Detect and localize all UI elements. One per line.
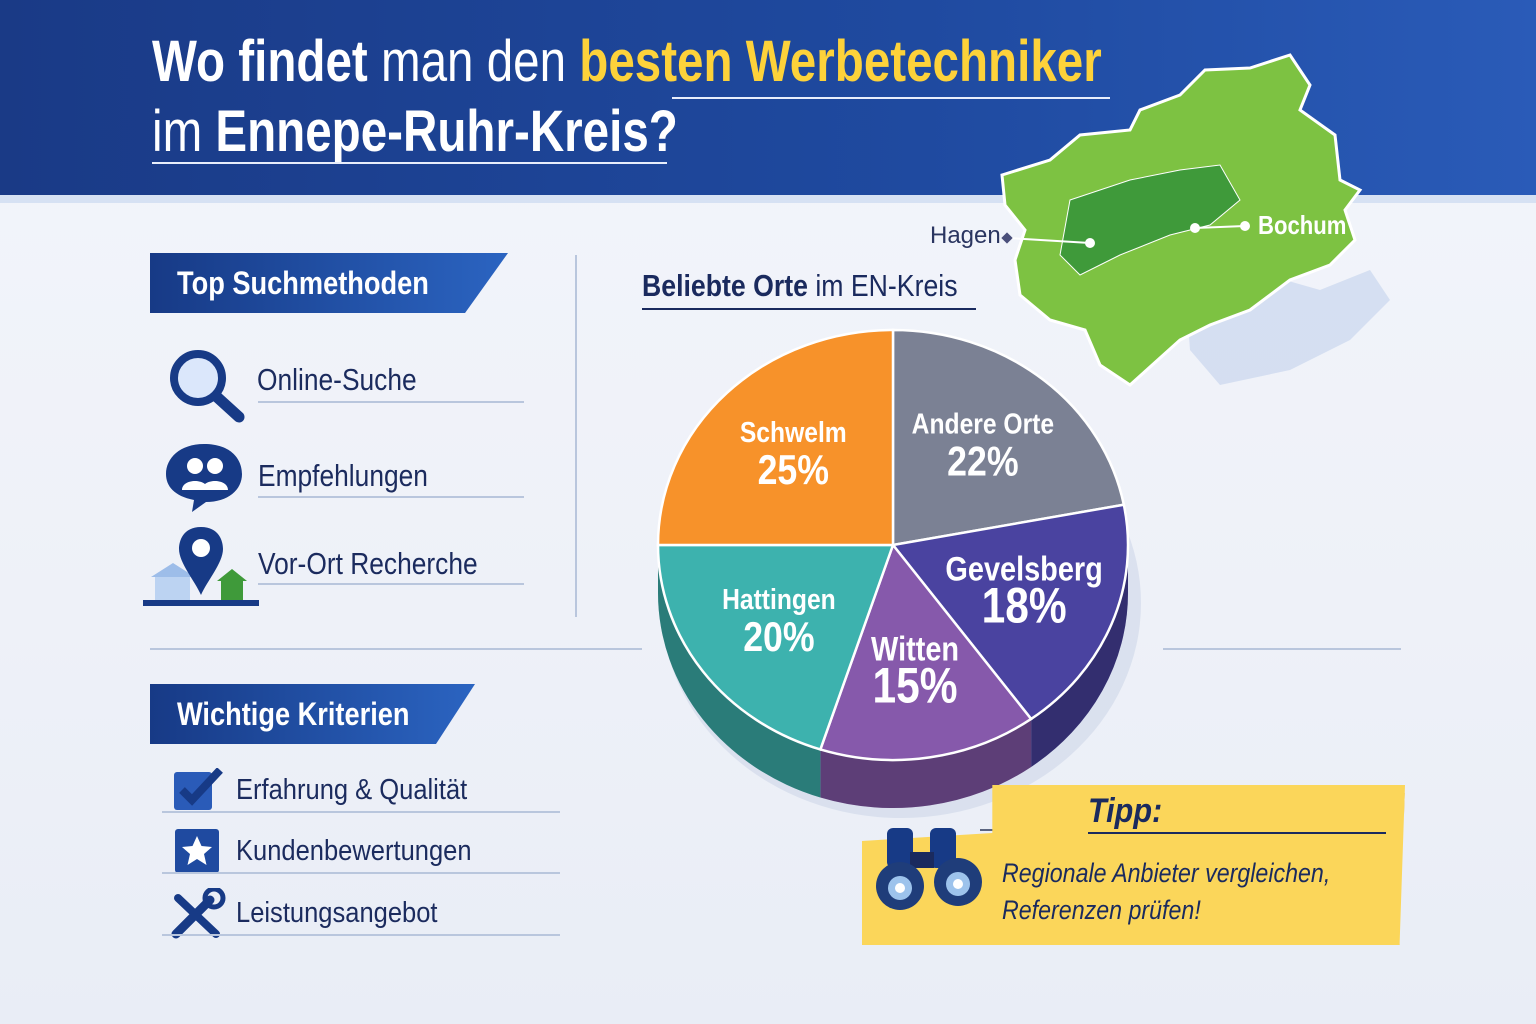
page-title-line1: Wo findet man den besten Werbetechniker <box>152 29 1102 94</box>
tools-icon <box>171 888 226 939</box>
pie-slice-side <box>820 718 1032 808</box>
pie-side-shade <box>820 718 1032 808</box>
tip-underline <box>1088 832 1386 834</box>
pie-slice-witten <box>818 542 1033 762</box>
pie-value: 15% <box>873 657 958 713</box>
divider <box>258 401 524 403</box>
search-methods-heading: Top Suchmethoden <box>150 253 508 313</box>
magnifier-icon <box>170 350 245 423</box>
pie-label: Gevelsberg <box>945 549 1102 588</box>
criterion-services: Leistungsangebot <box>236 897 438 929</box>
pie-value: 18% <box>982 577 1067 633</box>
binoculars-icon <box>876 828 982 910</box>
divider <box>162 811 560 813</box>
pie-label: Andere Orte <box>912 408 1054 440</box>
divider <box>258 583 524 585</box>
divider <box>162 872 560 874</box>
map-label-bochum: Bochum <box>1258 210 1347 240</box>
pie-label: Hattingen <box>722 583 836 615</box>
map-label-hagen: Hagen <box>930 222 1001 249</box>
pie-slice-andere-orte <box>891 328 1126 547</box>
chart-title: Beliebte Orte im EN-Kreis <box>642 268 958 303</box>
criterion-experience: Erfahrung & Qualität <box>236 774 468 806</box>
pie-value: 22% <box>947 439 1018 485</box>
search-method-onsite: Vor-Ort Recherche <box>258 546 478 581</box>
star-icon <box>175 829 219 873</box>
pie-slice-hattingen <box>656 543 895 752</box>
tip-text: Regionale Anbieter vergleichen, Referenze… <box>1002 858 1331 925</box>
title-underline <box>672 97 1110 99</box>
section-divider <box>150 648 642 650</box>
pie-label: Schwelm <box>740 416 847 448</box>
pie-slice-gevelsberg <box>890 503 1130 721</box>
pie-slice-side <box>1031 545 1128 767</box>
page-title-line2: im Ennepe-Ruhr-Kreis? <box>152 99 678 164</box>
pie-value: 20% <box>743 614 814 660</box>
chart-title-underline <box>642 308 976 310</box>
vertical-divider <box>575 255 577 617</box>
criteria-heading: Wichtige Kriterien <box>150 684 475 744</box>
pie-side-shade <box>1031 545 1128 767</box>
divider <box>162 934 560 936</box>
criterion-reviews: Kundenbewertungen <box>236 835 472 867</box>
tip-heading: Tipp: <box>1088 792 1163 830</box>
people-chat-icon <box>166 444 242 512</box>
location-pin-icon <box>143 527 259 606</box>
pie-label: Witten <box>871 629 959 668</box>
divider <box>258 496 524 498</box>
checkbox-icon <box>174 768 223 810</box>
search-method-online: Online-Suche <box>257 362 417 397</box>
pie-value: 25% <box>758 447 829 493</box>
search-method-recommendations: Empfehlungen <box>258 458 428 493</box>
district-map <box>1000 53 1390 387</box>
section-divider <box>1163 648 1401 650</box>
pie-slice-schwelm <box>656 328 895 547</box>
title-underline <box>152 162 667 164</box>
